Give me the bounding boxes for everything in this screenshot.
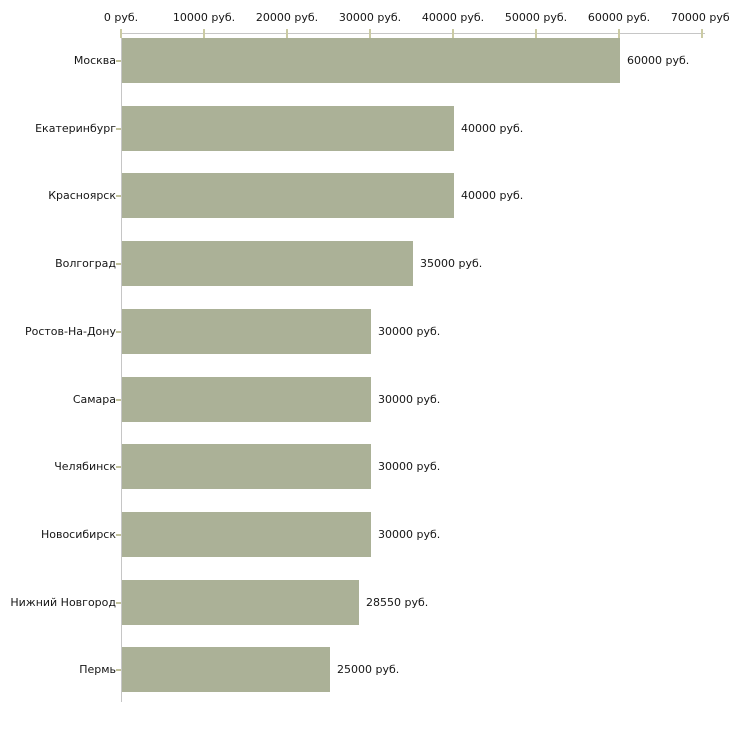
category-label: Ростов-На-Дону [24,325,116,338]
category-label: Челябинск [54,460,116,473]
category-label: Новосибирск [40,528,116,541]
category-label: Екатеринбург [35,122,116,135]
bar [122,444,371,489]
category-label: Волгоград [55,257,116,270]
value-label: 30000 руб. [378,393,441,406]
category-tick-mark [116,263,121,265]
category-tick-mark [116,128,121,130]
bar [122,106,454,151]
x-tick-mark [120,29,122,38]
category-label: Красноярск [48,189,116,202]
x-tick-mark [452,29,454,38]
value-label: 25000 руб. [337,663,400,676]
x-axis-tick-label: 70000 руб. [670,11,730,24]
category-label: Пермь [79,663,116,676]
bar [122,512,371,557]
category-tick-mark [116,399,121,401]
y-axis-line [121,33,122,702]
value-label: 28550 руб. [366,596,429,609]
x-tick-mark [286,29,288,38]
x-axis-tick-label: 40000 руб. [421,11,485,24]
category-tick-mark [116,669,121,671]
value-label: 30000 руб. [378,325,441,338]
category-tick-mark [116,195,121,197]
category-label: Самара [72,393,116,406]
bar [122,38,620,83]
x-tick-mark [618,29,620,38]
value-label: 60000 руб. [627,54,690,67]
bar [122,241,413,286]
x-tick-mark [203,29,205,38]
category-label: Нижний Новгород [10,596,116,609]
x-tick-mark [369,29,371,38]
category-label: Москва [73,54,116,67]
bar [122,580,359,625]
x-tick-mark [701,29,703,38]
x-axis-tick-label: 30000 руб. [338,11,402,24]
value-label: 35000 руб. [420,257,483,270]
value-label: 40000 руб. [461,189,524,202]
category-tick-mark [116,60,121,62]
x-axis-line [121,33,705,34]
category-tick-mark [116,602,121,604]
x-axis-tick-label: 60000 руб. [587,11,651,24]
value-label: 30000 руб. [378,528,441,541]
category-tick-mark [116,466,121,468]
bar [122,309,371,354]
bar [122,173,454,218]
x-axis-tick-label: 20000 руб. [255,11,319,24]
category-tick-mark [116,534,121,536]
x-axis-tick-label: 0 руб. [103,11,139,24]
bar [122,377,371,422]
x-axis-tick-label: 50000 руб. [504,11,568,24]
x-axis-tick-label: 10000 руб. [172,11,236,24]
bar [122,647,330,692]
category-tick-mark [116,331,121,333]
value-label: 40000 руб. [461,122,524,135]
value-label: 30000 руб. [378,460,441,473]
x-tick-mark [535,29,537,38]
